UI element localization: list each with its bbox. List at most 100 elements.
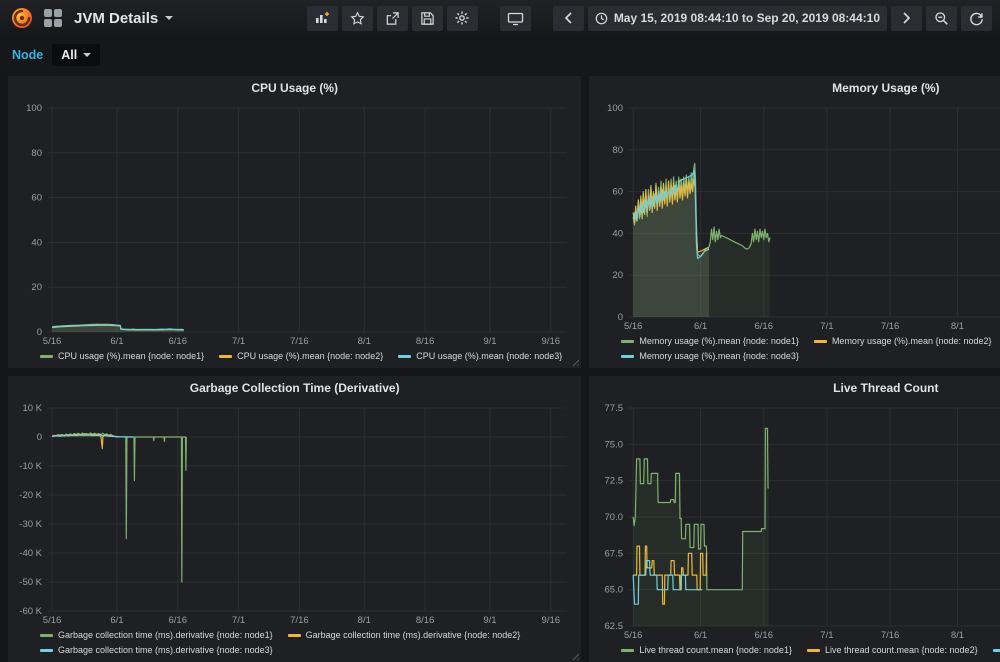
- legend-item[interactable]: Memory usage (%).mean {node: node1}: [621, 334, 799, 349]
- tv-icon: [507, 11, 524, 26]
- star-icon: [350, 11, 365, 26]
- y-axis-tick-label: 20: [31, 282, 42, 293]
- refresh-dashboard-button[interactable]: [961, 6, 992, 31]
- legend-series-marker: [814, 340, 827, 343]
- cycle-view-mode-button[interactable]: [500, 6, 531, 31]
- x-axis-tick-label: 8/1: [358, 615, 371, 626]
- legend-item[interactable]: CPU usage (%).mean {node: node3}: [398, 349, 562, 364]
- legend-item[interactable]: Live thread count.mean {node: node1}: [621, 643, 792, 658]
- legend-item[interactable]: Garbage collection time (ms).derivative …: [40, 628, 273, 643]
- add-panel-icon: [314, 11, 330, 25]
- legend-row: Live thread count.mean {node: node1} Live…: [621, 643, 1000, 658]
- x-axis-tick-label: 6/16: [169, 615, 188, 626]
- chevron-right-icon: [902, 12, 911, 24]
- garbage-collection-chart[interactable]: 10 K0-10 K-20 K-30 K-40 K-50 K-60 K5/166…: [12, 400, 577, 627]
- panel-title[interactable]: Live Thread Count: [589, 376, 1000, 400]
- y-axis-tick-label: 60: [613, 187, 624, 198]
- legend-series-label: Live thread count.mean {node: node1}: [639, 643, 792, 658]
- x-axis-tick-label: 8/1: [951, 630, 964, 641]
- y-axis-tick-label: 40: [613, 228, 624, 239]
- x-axis-tick-label: 7/16: [290, 336, 309, 347]
- time-range-picker-button[interactable]: May 15, 2019 08:44:10 to Sep 20, 2019 08…: [588, 6, 887, 31]
- legend-series-label: Garbage collection time (ms).derivative …: [58, 628, 273, 643]
- y-axis-tick-label: 72.5: [605, 476, 624, 487]
- x-axis-tick-label: 5/16: [624, 321, 643, 332]
- legend-series-label: CPU usage (%).mean {node: node3}: [416, 349, 562, 364]
- y-axis-tick-label: 20: [613, 270, 624, 281]
- legend-item[interactable]: Live thread count.mean {node: node2}: [807, 643, 978, 658]
- y-axis-tick-label: -20 K: [19, 490, 42, 501]
- cpu-usage-canvas[interactable]: 0204060801005/166/16/167/17/168/18/169/1…: [12, 100, 577, 348]
- star-dashboard-button[interactable]: [342, 6, 373, 31]
- x-axis-tick-label: 6/1: [694, 321, 707, 332]
- time-range-back-button[interactable]: [553, 6, 584, 31]
- legend-series-label: Garbage collection time (ms).derivative …: [58, 643, 273, 658]
- x-axis-tick-label: 6/16: [755, 321, 774, 332]
- panel-garbage-collection-time: Garbage Collection Time (Derivative) 10 …: [8, 376, 581, 662]
- refresh-icon: [969, 11, 984, 26]
- legend-series-label: CPU usage (%).mean {node: node1}: [58, 349, 204, 364]
- x-axis-tick-label: 8/16: [416, 615, 435, 626]
- y-axis-tick-label: 67.5: [605, 548, 624, 559]
- x-axis-tick-label: 6/1: [694, 630, 707, 641]
- legend-item[interactable]: Garbage collection time (ms).derivative …: [40, 643, 273, 658]
- live-thread-count-legend: Live thread count.mean {node: node1} Live…: [589, 642, 1000, 662]
- share-dashboard-button[interactable]: [377, 6, 408, 31]
- grafana-logo-icon[interactable]: [10, 6, 34, 30]
- memory-usage-chart[interactable]: 0204060801005/166/16/167/17/168/18/169/1…: [593, 100, 1000, 333]
- x-axis-tick-label: 7/1: [821, 321, 834, 332]
- x-axis-tick-label: 7/1: [232, 615, 245, 626]
- legend-series-label: Memory usage (%).mean {node: node3}: [639, 349, 799, 364]
- x-axis-tick-label: 8/1: [951, 321, 964, 332]
- x-axis-tick-label: 6/1: [110, 615, 123, 626]
- series-fill: [52, 433, 186, 582]
- legend-item[interactable]: CPU usage (%).mean {node: node2}: [219, 349, 383, 364]
- dashboard-settings-button[interactable]: [447, 6, 478, 31]
- variable-selected-value: All: [61, 48, 77, 62]
- submenu-bar: Node All: [0, 36, 1000, 74]
- y-axis-tick-label: 60: [31, 193, 42, 204]
- time-range-forward-button[interactable]: [891, 6, 922, 31]
- legend-series-marker: [398, 355, 411, 358]
- legend-item[interactable]: Garbage collection time (ms).derivative …: [288, 628, 521, 643]
- panel-title[interactable]: Memory Usage (%): [589, 76, 1000, 100]
- live-thread-count-chart[interactable]: 62.565.067.570.072.575.077.55/166/16/167…: [593, 400, 1000, 642]
- legend-series-marker: [807, 649, 820, 652]
- panel-title[interactable]: CPU Usage (%): [8, 76, 581, 100]
- panel-title[interactable]: Garbage Collection Time (Derivative): [8, 376, 581, 400]
- dashboard-title-picker[interactable]: JVM Details: [74, 10, 173, 27]
- y-axis-tick-label: 10 K: [22, 403, 42, 414]
- y-axis-tick-label: 65.0: [605, 585, 624, 596]
- y-axis-tick-label: 80: [31, 148, 42, 159]
- garbage-collection-time-canvas[interactable]: 10 K0-10 K-20 K-30 K-40 K-50 K-60 K5/166…: [12, 400, 577, 627]
- memory-usage-canvas[interactable]: 0204060801005/166/16/167/17/168/18/169/1…: [593, 100, 1000, 333]
- x-axis-tick-label: 7/1: [232, 336, 245, 347]
- y-axis-tick-label: 0: [618, 312, 623, 323]
- legend-item[interactable]: CPU usage (%).mean {node: node1}: [40, 349, 204, 364]
- dashboard-grid: CPU Usage (%) 0 20 40 60 80 100 5/16 6/1 6/16 7/1…: [0, 74, 1000, 662]
- legend-item[interactable]: Live thread count.mean {node: node3}: [993, 643, 1000, 658]
- add-panel-button[interactable]: [307, 6, 338, 31]
- zoom-out-icon: [934, 11, 949, 26]
- caret-down-icon: [165, 16, 173, 20]
- legend-series-label: Garbage collection time (ms).derivative …: [306, 628, 521, 643]
- y-axis-tick-label: 0: [37, 327, 42, 338]
- save-dashboard-button[interactable]: [412, 6, 443, 31]
- variable-value-dropdown[interactable]: All: [52, 44, 100, 66]
- y-axis-tick-label: 40: [31, 237, 42, 248]
- x-axis-tick-label: 7/1: [821, 630, 834, 641]
- variable-label: Node: [12, 48, 43, 62]
- legend-series-label: CPU usage (%).mean {node: node2}: [237, 349, 383, 364]
- panel-live-thread-count: Live Thread Count 62.565.067.570.072.575…: [589, 376, 1000, 662]
- caret-down-icon: [83, 53, 91, 57]
- live-thread-count-canvas[interactable]: 62.565.067.570.072.575.077.55/166/16/167…: [593, 400, 1000, 642]
- navbar: JVM Details: [0, 0, 1000, 36]
- legend-item[interactable]: Memory usage (%).mean {node: node3}: [621, 349, 799, 364]
- legend-item[interactable]: Memory usage (%).mean {node: node2}: [814, 334, 992, 349]
- apps-icon[interactable]: [44, 9, 62, 27]
- cpu-usage-chart[interactable]: 0204060801005/166/16/167/17/168/18/169/1…: [12, 100, 577, 348]
- y-axis-tick-label: 0: [37, 432, 42, 443]
- zoom-out-time-button[interactable]: [926, 6, 957, 31]
- y-axis-tick-label: 100: [26, 103, 42, 114]
- x-axis-tick-label: 5/16: [43, 615, 62, 626]
